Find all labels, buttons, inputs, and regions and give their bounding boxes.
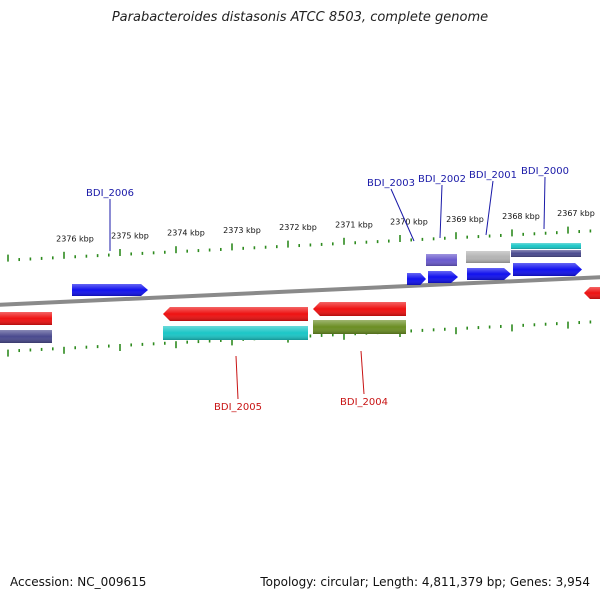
gene-BDI_2004 — [313, 302, 406, 316]
topology-text: Topology: circular; Length: 4,811,379 bp… — [260, 575, 590, 589]
kbp-label: 2369 kbp — [446, 215, 484, 224]
gene-label-BDI_2005: BDI_2005 — [214, 355, 262, 413]
svg-text:BDI_2002: BDI_2002 — [418, 174, 466, 185]
kbp-label: 2367 kbp — [557, 209, 595, 218]
accession-text: Accession: NC_009615 — [10, 575, 147, 589]
bottom-tick-ruler — [7, 320, 592, 357]
gene-BDI_2002-track — [426, 254, 457, 266]
gene-BDI_2000 — [513, 263, 582, 276]
gene-BDI_2004-track — [313, 320, 406, 334]
svg-text:BDI_2003: BDI_2003 — [367, 178, 415, 189]
gene-BDI_2002 — [428, 271, 458, 283]
gene-BDI_2001-track — [466, 251, 510, 263]
gene-BDI_2005 — [163, 307, 308, 321]
gene-label-BDI_2001: BDI_2001 — [469, 170, 517, 236]
kbp-label: 2372 kbp — [279, 223, 317, 232]
gene-left-edge-gene — [0, 312, 52, 325]
gene-labels: BDI_2006 BDI_2003 BDI_2002 BDI_2001 BDI_2000… — [86, 166, 569, 413]
kbp-label: 2370 kbp — [390, 218, 428, 227]
genome-title: Parabacteroides distasonis ATCC 8503, co… — [111, 10, 489, 25]
gene-BDI_2000-track-b — [511, 250, 581, 257]
gene-features — [0, 243, 600, 343]
svg-text:BDI_2000: BDI_2000 — [521, 166, 569, 177]
svg-text:BDI_2005: BDI_2005 — [214, 402, 262, 413]
svg-text:BDI_2001: BDI_2001 — [469, 170, 517, 181]
top-tick-ruler — [7, 226, 592, 262]
kbp-scale-labels: 2376 kbp 2375 kbp 2374 kbp 2373 kbp 2372 kbp… — [56, 209, 595, 243]
gene-label-BDI_2004: BDI_2004 — [340, 350, 388, 408]
gene-label-BDI_2000: BDI_2000 — [521, 166, 569, 230]
svg-text:BDI_2004: BDI_2004 — [340, 397, 388, 408]
gene-BDI_2006 — [72, 284, 148, 296]
kbp-label: 2376 kbp — [56, 234, 94, 243]
kbp-label: 2374 kbp — [167, 229, 205, 238]
gene-BDI_2005-track — [163, 326, 308, 340]
gene-BDI_2000-track-a — [511, 243, 581, 249]
genome-backbone — [0, 275, 600, 307]
gene-left-edge-track — [0, 330, 52, 343]
gene-BDI_2001 — [467, 268, 511, 280]
gene-right-edge-gene — [584, 287, 600, 299]
kbp-label: 2373 kbp — [223, 226, 261, 235]
gene-BDI_2003 — [407, 273, 426, 285]
kbp-label: 2375 kbp — [111, 232, 149, 241]
kbp-label: 2368 kbp — [502, 212, 540, 221]
gene-label-BDI_2006: BDI_2006 — [86, 188, 134, 251]
svg-text:BDI_2006: BDI_2006 — [86, 188, 134, 199]
kbp-label: 2371 kbp — [335, 220, 373, 229]
gene-label-BDI_2003: BDI_2003 — [367, 178, 415, 242]
gene-label-BDI_2002: BDI_2002 — [418, 174, 466, 239]
